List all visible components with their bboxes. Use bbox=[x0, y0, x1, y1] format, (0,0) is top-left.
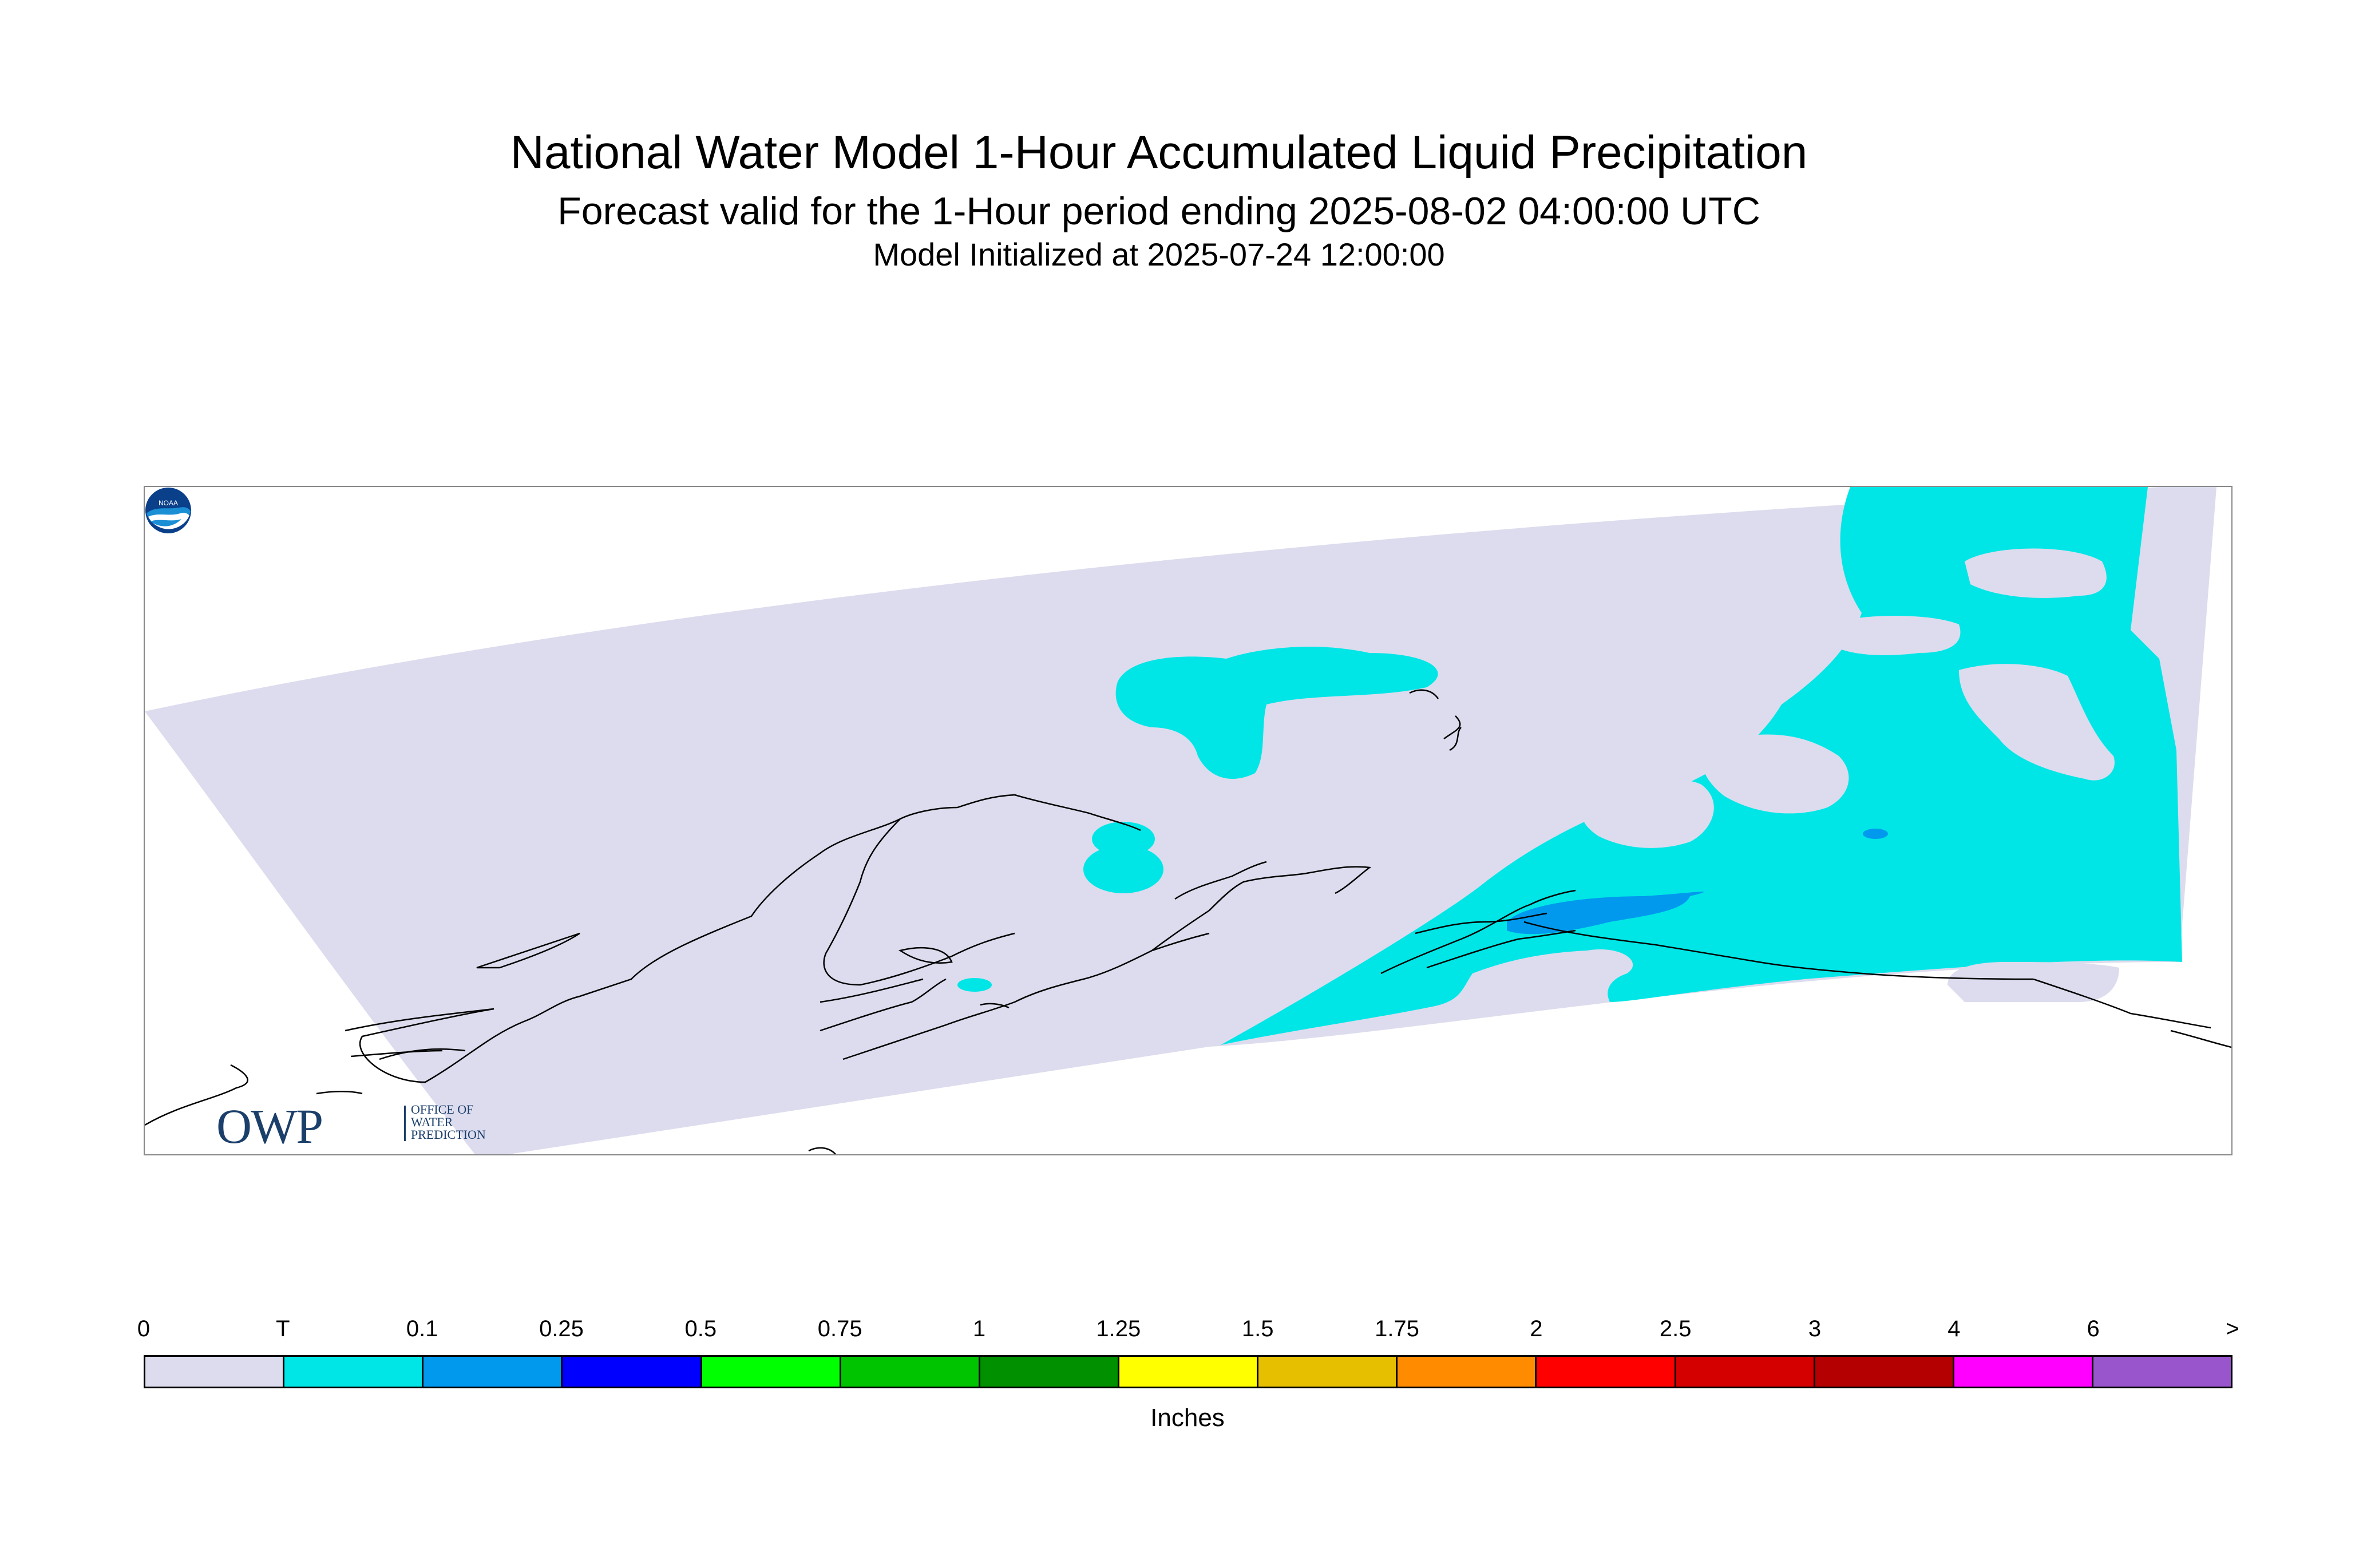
light-precip-area-1 bbox=[1507, 892, 1704, 935]
colorbar-box bbox=[1119, 1357, 1259, 1387]
colorbar-tick-label: 0 bbox=[137, 1316, 151, 1341]
colorbar-box bbox=[1815, 1357, 1954, 1387]
colorbar-box bbox=[563, 1357, 702, 1387]
owp-logo-line-2: WATER bbox=[411, 1115, 453, 1129]
light-precip-area-2 bbox=[1863, 829, 1888, 839]
trace-area-north bbox=[1115, 647, 1438, 779]
owp-logo-line-3: PREDICTION bbox=[411, 1127, 486, 1142]
colorbar-tick-label: 1.25 bbox=[1096, 1316, 1141, 1341]
colorbar-tick-label: 2.5 bbox=[1659, 1316, 1692, 1341]
colorbar-tick-label: 1 bbox=[972, 1316, 986, 1341]
colorbar-tick-label: 0.25 bbox=[539, 1316, 584, 1341]
coastline-mainland bbox=[145, 794, 1141, 1126]
colorbar-box bbox=[1258, 1357, 1398, 1387]
coastline-north-inlets bbox=[808, 689, 1462, 1154]
colorbar-tick-label: 1.5 bbox=[1241, 1316, 1274, 1341]
colorbar-tick-label: 0.75 bbox=[817, 1316, 862, 1341]
svg-text:NOAA: NOAA bbox=[159, 499, 178, 507]
owp-logo-subtitle: OFFICE OF WATER PREDICTION bbox=[411, 1103, 486, 1141]
colorbar-tick-label: 3 bbox=[1808, 1316, 1822, 1341]
colorbar-box bbox=[145, 1357, 285, 1387]
colorbar-tick-label: 0.1 bbox=[406, 1316, 438, 1341]
noaa-logo-icon: NOAA bbox=[145, 488, 191, 533]
coastline-kenai-cook bbox=[1151, 861, 1576, 975]
colorbar-tick-label: > bbox=[2226, 1316, 2239, 1341]
colorbar-box bbox=[2093, 1357, 2231, 1387]
colorbar-box bbox=[1537, 1357, 1676, 1387]
colorbar-box bbox=[980, 1357, 1119, 1387]
trace-area-small-1 bbox=[1083, 845, 1163, 893]
map-canvas bbox=[145, 487, 2231, 1154]
colorbar-tick-label: 1.75 bbox=[1375, 1316, 1419, 1341]
colorbar-box bbox=[423, 1357, 563, 1387]
chart-subtitle: Forecast valid for the 1-Hour period end… bbox=[557, 189, 1760, 233]
light-precip-areas bbox=[1507, 829, 1888, 935]
colorbar-tick-label: 0.5 bbox=[684, 1316, 717, 1341]
colorbar-box bbox=[841, 1357, 980, 1387]
colorbar-tick-label: T bbox=[276, 1316, 290, 1341]
colorbar-tick-label: 2 bbox=[1530, 1316, 1543, 1341]
precipitation-map: OWP OFFICE OF WATER PREDICTION NOAA bbox=[144, 486, 2232, 1155]
colorbar-tick-label: 4 bbox=[1948, 1316, 1961, 1341]
colorbar-box bbox=[1676, 1357, 1815, 1387]
owp-logo-line-1: OFFICE OF bbox=[411, 1102, 474, 1116]
colorbar-box bbox=[1398, 1357, 1537, 1387]
colorbar-labels: 0 T 0.1 0.25 0.5 0.75 1 1.25 1.5 1.75 2 2.5 3 4 6 > bbox=[0, 1316, 2375, 1351]
colorbar-tick-label: 6 bbox=[2087, 1316, 2100, 1341]
trace-area-small-2 bbox=[1092, 822, 1155, 856]
colorbar-box bbox=[702, 1357, 841, 1387]
colorbar-box bbox=[284, 1357, 424, 1387]
owp-logo-text: OWP bbox=[216, 1099, 323, 1154]
chart-title: National Water Model 1-Hour Accumulated … bbox=[510, 126, 1808, 179]
colorbar-box bbox=[1954, 1357, 2093, 1387]
owp-logo-divider bbox=[404, 1106, 406, 1141]
trace-area-small-3 bbox=[957, 978, 992, 992]
no-precip-holes bbox=[1582, 548, 2119, 1002]
coastline-islands bbox=[316, 932, 1210, 1095]
coastline-gulf bbox=[1426, 921, 2231, 1048]
colorbar bbox=[144, 1355, 2232, 1388]
model-init-line: Model Initialized at 2025-07-24 12:00:00 bbox=[873, 236, 1445, 272]
colorbar-units: Inches bbox=[1150, 1404, 1225, 1432]
coastlines bbox=[145, 689, 2231, 1154]
